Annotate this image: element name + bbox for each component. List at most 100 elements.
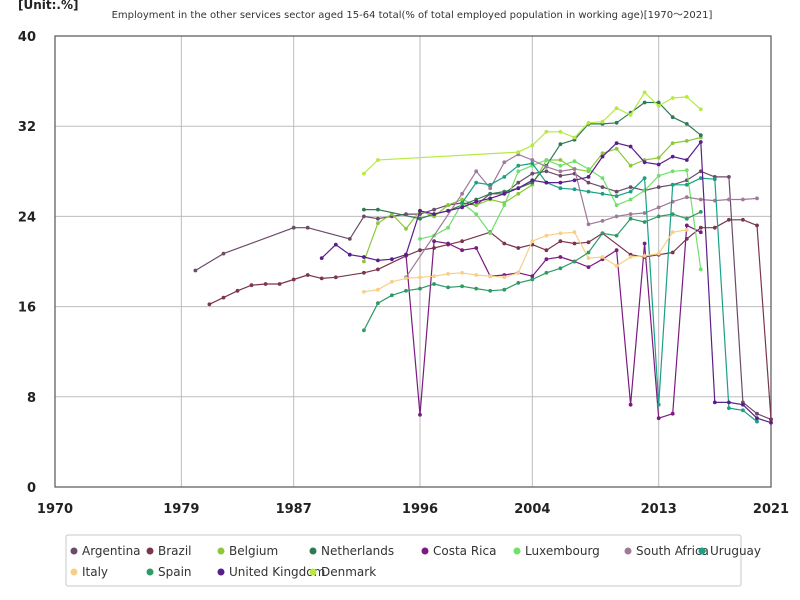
legend-marker (70, 547, 78, 555)
data-point (600, 119, 605, 124)
data-point (530, 178, 535, 183)
data-point (221, 251, 226, 256)
data-point (404, 252, 408, 257)
series-italy (362, 228, 689, 294)
legend-marker (146, 568, 154, 576)
legend-label: Italy (82, 565, 108, 579)
data-point (291, 277, 296, 282)
data-point (656, 162, 661, 167)
data-point (544, 129, 549, 134)
data-point (628, 113, 633, 117)
data-point (755, 416, 759, 421)
legend-item: Belgium (217, 544, 278, 558)
data-point (670, 182, 675, 187)
data-point (544, 248, 549, 253)
data-point (488, 288, 493, 293)
data-point (193, 268, 198, 273)
data-point (656, 100, 661, 105)
data-point (628, 189, 633, 194)
data-point (642, 254, 647, 258)
data-point (446, 241, 450, 246)
data-point (558, 163, 563, 168)
data-point (586, 167, 591, 171)
series-group (193, 90, 773, 425)
data-point (572, 159, 577, 164)
x-tick-label: 1996 (402, 502, 438, 517)
legend-label: Denmark (321, 565, 376, 579)
data-point (474, 180, 479, 185)
data-point (727, 406, 731, 410)
data-point (516, 246, 521, 250)
data-point (656, 185, 661, 190)
data-point (586, 120, 591, 125)
data-point (572, 241, 577, 246)
series-line (363, 229, 687, 293)
data-point (502, 191, 507, 196)
data-point (642, 220, 647, 224)
data-point (586, 265, 591, 269)
data-point (600, 191, 605, 196)
data-point (502, 203, 507, 208)
data-point (362, 255, 366, 259)
legend-item: Denmark (309, 565, 376, 579)
data-point (418, 286, 422, 291)
data-point (614, 203, 619, 208)
data-point (235, 288, 240, 293)
data-point (502, 275, 507, 280)
data-point (755, 411, 759, 416)
data-point (488, 186, 493, 191)
data-point (727, 217, 731, 222)
data-point (390, 257, 394, 262)
data-point (698, 197, 703, 202)
legend-item: Spain (146, 565, 192, 579)
series-line (363, 91, 702, 175)
data-point (474, 273, 479, 277)
legend-item: Luxembourg (513, 544, 600, 558)
legend-item: United Kingdom (217, 565, 325, 579)
data-point (460, 191, 464, 196)
data-point (207, 302, 212, 307)
data-point (460, 248, 464, 253)
data-point (418, 275, 422, 280)
data-point (376, 207, 380, 212)
data-point (741, 408, 745, 413)
data-point (418, 412, 422, 417)
y-tick-label: 16 (18, 301, 36, 316)
data-point (642, 160, 647, 165)
data-point (347, 252, 352, 257)
data-point (376, 258, 380, 263)
data-point (727, 197, 731, 202)
data-point (600, 151, 605, 156)
data-point (656, 155, 661, 160)
legend-marker (309, 547, 317, 555)
data-point (741, 197, 745, 202)
data-point (698, 230, 703, 235)
data-point (684, 122, 689, 126)
data-point (684, 216, 689, 221)
x-tick-label: 2021 (753, 502, 789, 517)
data-point (698, 140, 703, 144)
y-tick-label: 40 (18, 30, 36, 45)
data-point (670, 154, 675, 159)
data-point (741, 217, 745, 222)
legend-marker (624, 547, 632, 555)
data-point (572, 259, 577, 264)
data-point (586, 175, 591, 179)
legend (65, 534, 742, 587)
data-point (572, 167, 577, 171)
data-point (474, 169, 479, 174)
data-point (614, 248, 619, 253)
data-point (684, 95, 689, 99)
legend-label: Uruguay (710, 544, 761, 558)
data-point (642, 211, 647, 215)
data-point (474, 199, 479, 204)
data-point (446, 272, 450, 276)
unit-label: [Unit:.%] (18, 0, 79, 12)
data-point (600, 176, 605, 181)
data-point (712, 400, 717, 405)
data-point (614, 264, 619, 268)
data-point (347, 237, 352, 241)
data-point (544, 169, 549, 174)
data-point (446, 203, 450, 208)
legend-marker (70, 568, 78, 576)
